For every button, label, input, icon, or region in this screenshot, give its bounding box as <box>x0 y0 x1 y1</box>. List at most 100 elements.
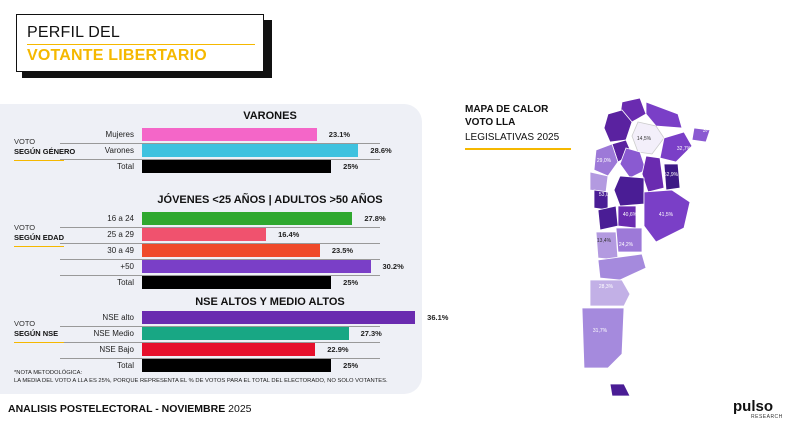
footer-bold: ANALISIS POSTELECTORAL - <box>8 403 162 415</box>
footer: ANALISIS POSTELECTORAL - NOVIEMBRE 2025 <box>8 403 252 415</box>
side-label-edad-l1: VOTO <box>14 223 36 232</box>
note-title: *NOTA METODOLÓGICA: <box>14 370 83 376</box>
side-label-genero-l2: SEGÚN GÉNERO <box>14 147 76 156</box>
side-rule-nse <box>14 342 64 343</box>
bar <box>142 128 317 141</box>
map-value-label: 31,7% <box>593 328 608 334</box>
side-label-nse: VOTO SEGÚN NSE <box>14 319 58 339</box>
chart-title-1: VARONES <box>243 110 297 122</box>
map-region-chubut <box>589 279 631 307</box>
side-label-edad: VOTO SEGÚN EDAD <box>14 223 64 243</box>
map-title-l2: VOTO LLA <box>465 117 516 128</box>
map-region-lapampa <box>615 227 643 253</box>
bar-label: 16 a 24 <box>107 214 134 223</box>
bar-label: 30 a 49 <box>107 246 134 255</box>
side-label-genero: VOTO SEGÚN GÉNERO <box>14 137 75 157</box>
note-text: LA MEDIA DEL VOTO A LLA ES 25%, PORQUE R… <box>14 378 388 384</box>
bar <box>142 311 416 324</box>
map-value-label: 32,7% <box>677 146 692 152</box>
map-region-buenosaires <box>643 189 691 243</box>
title-line-2: VOTANTE LIBERTARIO <box>27 47 207 64</box>
methodology-note: *NOTA METODOLÓGICA: LA MEDIA DEL VOTO A … <box>14 369 388 385</box>
map-region-misiones <box>691 127 711 143</box>
bar-value: 28.6% <box>370 146 392 155</box>
map-region-cordoba <box>613 175 645 207</box>
map-value-label: 53,0% <box>599 192 614 198</box>
bar <box>142 244 320 257</box>
row-divider <box>60 227 380 228</box>
bar-label: Total <box>117 278 134 287</box>
map-subtitle: LEGISLATIVAS 2025 <box>465 132 560 143</box>
map-value-label: 52,9% <box>664 172 679 178</box>
bar-value: 16.4% <box>278 230 300 239</box>
row-divider <box>60 275 380 276</box>
row-divider <box>60 342 380 343</box>
bar-value: 27.3% <box>360 329 382 338</box>
bar-label: NSE Medio <box>93 329 134 338</box>
side-rule-edad <box>14 246 64 247</box>
map-region-formosa <box>645 101 683 129</box>
bar-label: NSE alto <box>102 313 134 322</box>
bar <box>142 359 332 372</box>
bar-value: 25% <box>343 278 359 287</box>
map-region-entrerios <box>663 163 681 191</box>
side-label-nse-l2: SEGÚN NSE <box>14 329 59 338</box>
bar <box>142 144 359 157</box>
logo-sub: RESEARCH <box>751 414 783 420</box>
map-region-santafe <box>641 155 665 193</box>
map-value-label: 40,6% <box>623 212 638 218</box>
map-rule <box>465 148 571 150</box>
bar <box>142 343 316 356</box>
row-divider <box>60 259 380 260</box>
map-value-label: 14,5% <box>637 136 652 142</box>
bar-label: Varones <box>104 146 134 155</box>
title-rule <box>27 44 255 45</box>
bar-label: 25 a 29 <box>107 230 134 239</box>
chart-title-3: NSE ALTOS Y MEDIO ALTOS <box>195 296 345 308</box>
row-divider <box>60 143 380 144</box>
map-value-label: 29,0% <box>597 158 612 164</box>
logo-text: pulso <box>733 398 773 415</box>
title-line-1: PERFIL DEL <box>27 24 120 41</box>
map-value-label: 13,4% <box>597 238 612 244</box>
bar <box>142 212 353 225</box>
map-region-neuquen <box>595 231 619 261</box>
map-region-mendoza <box>597 205 619 231</box>
argentina-heatmap: 14,5% 32,7% 37,1% 29,0% 53,0% 40,6% 41,5% 52,9%… <box>581 97 718 397</box>
chart-title-2: JÓVENES <25 AÑOS | ADULTOS >50 AÑOS <box>157 194 383 206</box>
bar-value: 30.2% <box>382 262 404 271</box>
bar-value: 36.1% <box>427 313 449 322</box>
bar-label: +50 <box>120 262 134 271</box>
bar <box>142 260 371 273</box>
bar <box>142 276 332 289</box>
map-region-catamarca <box>593 143 619 177</box>
map-value-label: 24,2% <box>619 242 634 248</box>
bar-label: Total <box>117 361 134 370</box>
bar-label: NSE Bajo <box>99 345 134 354</box>
footer-bold-2: NOVIEMBRE <box>161 403 226 415</box>
map-region-santacruz <box>581 307 625 369</box>
row-divider <box>60 159 380 160</box>
footer-rest: 2025 <box>225 403 252 415</box>
map-value-label: 41,5% <box>659 212 674 218</box>
side-label-genero-l1: VOTO <box>14 137 36 146</box>
bar-value: 23.5% <box>331 246 354 255</box>
bar <box>142 327 349 340</box>
side-rule-genero <box>14 160 64 161</box>
bar-value: 23.1% <box>328 130 351 139</box>
map-region-rionegro <box>597 253 647 281</box>
map-region-tierradelfuego <box>609 383 631 397</box>
side-label-nse-l1: VOTO <box>14 319 36 328</box>
side-label-edad-l2: SEGÚN EDAD <box>14 233 65 242</box>
title-box: PERFIL DEL VOTANTE LIBERTARIO <box>16 14 264 72</box>
bar <box>142 160 332 173</box>
row-divider <box>60 243 380 244</box>
pulso-logo: pulso RESEARCH <box>733 398 793 420</box>
bar <box>142 228 267 241</box>
row-divider <box>60 326 380 327</box>
bar-label: Mujeres <box>105 130 134 139</box>
bar-label: Total <box>117 162 134 171</box>
map-value-label: 28,3% <box>599 284 614 290</box>
bar-value: 27.8% <box>364 214 386 223</box>
map-region-corrientes <box>659 131 693 163</box>
